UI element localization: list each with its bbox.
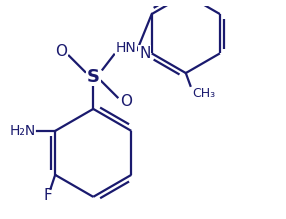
Text: F: F (44, 188, 53, 203)
Text: O: O (120, 94, 132, 110)
Text: S: S (87, 67, 100, 86)
Text: N: N (139, 46, 150, 61)
Text: HN: HN (115, 41, 136, 55)
Text: H₂N: H₂N (10, 124, 36, 138)
Text: O: O (55, 44, 67, 58)
Text: CH₃: CH₃ (193, 87, 216, 100)
